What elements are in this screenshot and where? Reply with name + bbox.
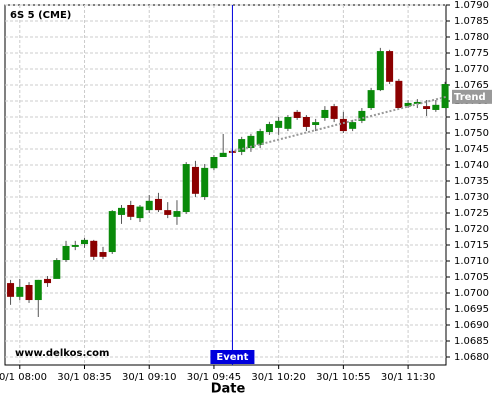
y-tick-label: 1.0780 (454, 32, 489, 43)
y-tick-label: 1.0695 (454, 304, 489, 315)
y-tick-label: 1.0785 (454, 16, 489, 27)
candle-body (376, 51, 384, 91)
candle-body (395, 80, 403, 109)
y-tick-label: 1.0790 (454, 0, 489, 11)
candle-body (108, 211, 116, 253)
y-tick-label: 1.0680 (454, 352, 489, 363)
y-tick-label: 1.0685 (454, 336, 489, 347)
y-tick-label: 1.0725 (454, 208, 489, 219)
candle-body (423, 106, 431, 109)
candle-body (127, 205, 135, 217)
candle-body (404, 102, 412, 107)
candle-body (7, 283, 15, 297)
candle-body (210, 157, 218, 169)
chart-title: 6S 5 (CME) (10, 10, 71, 21)
x-tick-label: 30/1 09:45 (187, 372, 241, 383)
candle-body (247, 135, 255, 149)
x-tick-label: 30/1 10:55 (316, 372, 370, 383)
y-tick-label: 1.0705 (454, 272, 489, 283)
candle-body (386, 51, 394, 82)
y-tick-label: 1.0775 (454, 48, 489, 59)
x-tick-label: 30/1 08:00 (0, 372, 47, 383)
candle-body (349, 122, 357, 129)
candle-body (275, 120, 283, 128)
candle-body (34, 279, 42, 301)
x-tick-label: 30/1 10:20 (251, 372, 305, 383)
candle-body (201, 167, 209, 197)
event-label-box (210, 350, 255, 364)
candle-body (367, 90, 375, 109)
candle-body (182, 164, 190, 213)
candle-body (173, 211, 181, 217)
y-tick-label: 1.0745 (454, 144, 489, 155)
candle-body (219, 152, 227, 157)
candle-body (16, 286, 24, 297)
x-axis-label: Date (211, 382, 246, 397)
y-tick-label: 1.0750 (454, 128, 489, 139)
y-tick-label: 1.0765 (454, 80, 489, 91)
candle-body (293, 111, 301, 118)
candle-body (81, 239, 89, 245)
y-tick-label: 1.0720 (454, 224, 489, 235)
y-tick-label: 1.0710 (454, 256, 489, 267)
candle-body (441, 84, 449, 109)
candle-body (117, 207, 125, 215)
candle-body (432, 104, 440, 110)
candle-body (44, 278, 52, 284)
candle-body (358, 110, 366, 121)
candle-body (265, 124, 273, 133)
y-tick-label: 1.0735 (454, 176, 489, 187)
candle-body (62, 245, 70, 261)
x-tick-label: 30/1 11:30 (381, 372, 435, 383)
candle-body (90, 240, 98, 257)
candle-body (154, 198, 162, 211)
candle-body (164, 210, 172, 215)
y-tick-label: 1.0755 (454, 112, 489, 123)
candle-body (238, 139, 246, 152)
candle-body (71, 245, 79, 247)
watermark: www.delkos.com (15, 348, 109, 359)
event-label: Event (216, 352, 248, 363)
candle-body (312, 122, 320, 125)
candle-body (284, 117, 292, 129)
plot-area (4, 4, 447, 366)
candle-body (25, 285, 33, 301)
candle-body (136, 206, 144, 219)
candle-body (302, 117, 310, 127)
trend-label: Trend (454, 92, 486, 103)
y-tick-label: 1.0690 (454, 320, 489, 331)
trend-line (230, 95, 447, 153)
y-tick-label: 1.0700 (454, 288, 489, 299)
y-tick-label: 1.0740 (454, 160, 489, 171)
y-tick-label: 1.0715 (454, 240, 489, 251)
y-tick-label: 1.0730 (454, 192, 489, 203)
candle-body (339, 118, 347, 132)
candle-body (330, 106, 338, 119)
x-tick-label: 30/1 08:35 (57, 372, 111, 383)
candle-body (321, 109, 329, 118)
candle-body (191, 166, 199, 194)
candle-body (53, 260, 61, 279)
candle-body (145, 200, 153, 211)
trend-label-box (452, 89, 492, 104)
candle-body (99, 252, 107, 257)
candle-body (256, 131, 264, 145)
y-tick-label: 1.0770 (454, 64, 489, 75)
x-tick-label: 30/1 09:10 (122, 372, 176, 383)
candle-body (413, 101, 421, 104)
